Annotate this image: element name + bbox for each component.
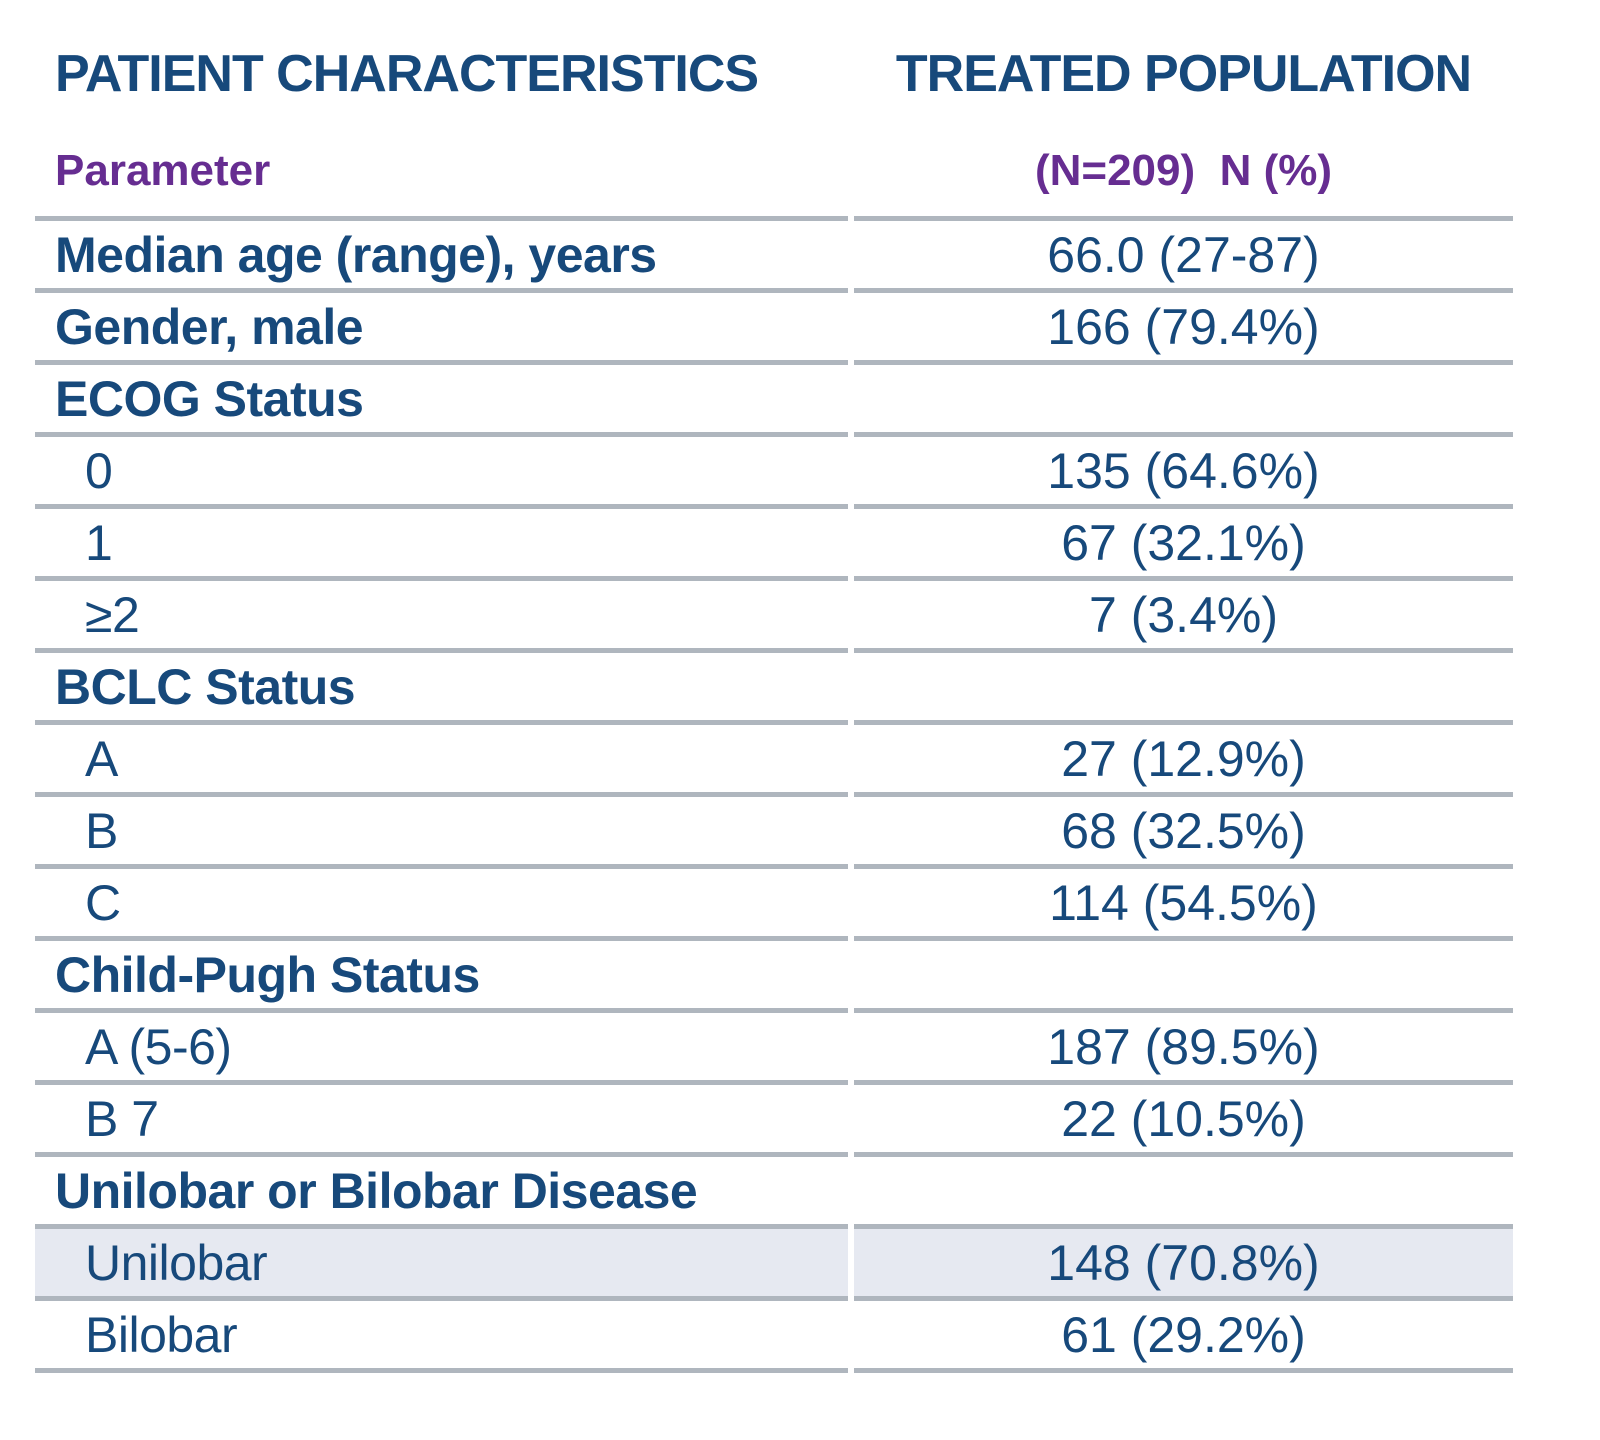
row-value: 187 (89.5%)	[854, 1013, 1513, 1085]
table-row: B 68 (32.5%)	[35, 797, 1513, 869]
row-value	[854, 941, 1513, 1013]
row-label: 1	[35, 509, 848, 581]
table-row: Unilobar 148 (70.8%)	[35, 1229, 1513, 1301]
table-row: Unilobar or Bilobar Disease	[35, 1157, 1513, 1229]
table-row: BCLC Status	[35, 653, 1513, 725]
row-label: 0	[35, 437, 848, 509]
table-row: Median age (range), years 66.0 (27-87)	[35, 216, 1513, 293]
table-row: 0 135 (64.6%)	[35, 437, 1513, 509]
patient-characteristics-panel: PATIENT CHARACTERISTICS TREATED POPULATI…	[35, 0, 1513, 1373]
row-value	[854, 653, 1513, 725]
panel-title-row: PATIENT CHARACTERISTICS TREATED POPULATI…	[35, 38, 1513, 110]
row-value: 148 (70.8%)	[854, 1229, 1513, 1301]
row-label: C	[35, 869, 848, 941]
row-value: 22 (10.5%)	[854, 1085, 1513, 1157]
characteristics-table: Median age (range), years 66.0 (27-87) G…	[35, 216, 1513, 1373]
treated-population-title: TREATED POPULATION	[895, 45, 1472, 103]
row-value: 166 (79.4%)	[854, 293, 1513, 365]
row-label: BCLC Status	[35, 653, 848, 725]
row-value: 68 (32.5%)	[854, 797, 1513, 869]
row-label: Median age (range), years	[35, 216, 848, 293]
row-label: B 7	[35, 1085, 848, 1157]
column-header-n-percent: (N=209) N (%)	[1034, 146, 1333, 195]
row-label: Unilobar or Bilobar Disease	[35, 1157, 848, 1229]
row-label: B	[35, 797, 848, 869]
row-label: Unilobar	[35, 1229, 848, 1301]
table-row: ≥2 7 (3.4%)	[35, 581, 1513, 653]
row-value	[854, 365, 1513, 437]
table-row: A (5-6) 187 (89.5%)	[35, 1013, 1513, 1085]
row-label: A	[35, 725, 848, 797]
table-row: Gender, male 166 (79.4%)	[35, 293, 1513, 365]
column-header-parameter: Parameter	[55, 146, 271, 195]
table-row: ECOG Status	[35, 365, 1513, 437]
row-label: ECOG Status	[35, 365, 848, 437]
row-value: 7 (3.4%)	[854, 581, 1513, 653]
row-label: ≥2	[35, 581, 848, 653]
row-label: Gender, male	[35, 293, 848, 365]
table-row: C 114 (54.5%)	[35, 869, 1513, 941]
row-value: 66.0 (27-87)	[854, 216, 1513, 293]
row-value: 135 (64.6%)	[854, 437, 1513, 509]
row-label: A (5-6)	[35, 1013, 848, 1085]
row-value: 114 (54.5%)	[854, 869, 1513, 941]
table-row: 1 67 (32.1%)	[35, 509, 1513, 581]
table-row: Bilobar 61 (29.2%)	[35, 1301, 1513, 1373]
row-value: 67 (32.1%)	[854, 509, 1513, 581]
row-value: 61 (29.2%)	[854, 1301, 1513, 1373]
column-header-row: Parameter (N=209) N (%)	[35, 139, 1513, 203]
row-label: Child-Pugh Status	[35, 941, 848, 1013]
table-row: Child-Pugh Status	[35, 941, 1513, 1013]
row-value	[854, 1157, 1513, 1229]
table-row: B 7 22 (10.5%)	[35, 1085, 1513, 1157]
row-value: 27 (12.9%)	[854, 725, 1513, 797]
table-row: A 27 (12.9%)	[35, 725, 1513, 797]
patient-characteristics-title: PATIENT CHARACTERISTICS	[55, 45, 759, 103]
row-label: Bilobar	[35, 1301, 848, 1373]
